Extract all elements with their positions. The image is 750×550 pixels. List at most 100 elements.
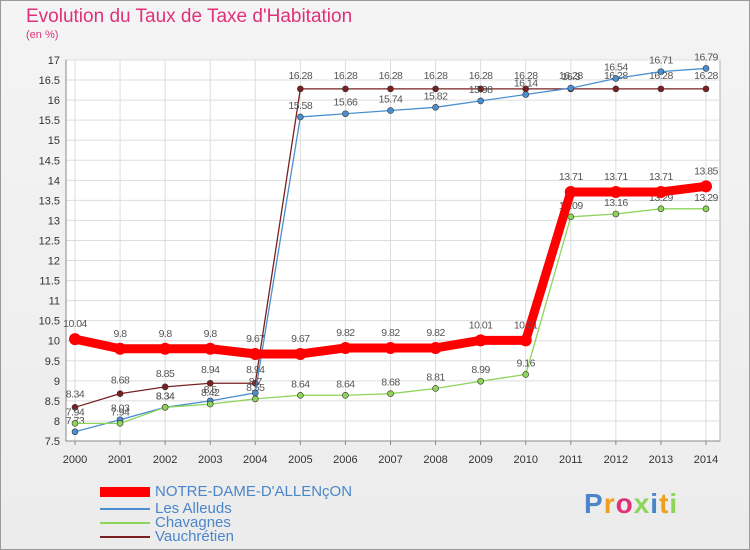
data-point: [432, 104, 439, 111]
data-point: [477, 97, 484, 105]
x-tick-label: 2003: [198, 454, 222, 466]
data-label: 8.7: [249, 376, 263, 388]
data-point: [69, 333, 81, 346]
data-label: 16.14: [514, 77, 538, 89]
y-tick-label: 14: [48, 175, 60, 187]
data-point: [432, 85, 439, 93]
data-label: 16.28: [469, 70, 493, 82]
data-label: 15.98: [469, 84, 493, 96]
data-point: [609, 185, 622, 198]
data-label: 8.94: [201, 364, 220, 376]
data-label: 8.64: [336, 378, 355, 390]
data-point: [116, 420, 124, 427]
data-label: 9.8: [204, 328, 218, 340]
data-point: [657, 85, 665, 93]
data-point: [612, 85, 620, 93]
data-label: 15.74: [379, 94, 403, 106]
y-tick-label: 15.5: [39, 115, 60, 127]
legend-label: Les Alleuds: [155, 500, 232, 517]
data-point: [702, 65, 710, 72]
data-point: [657, 68, 665, 75]
data-label: 9.8: [114, 328, 128, 340]
legend-swatch: [100, 487, 150, 497]
data-point: [567, 213, 575, 221]
logo-letter: i: [650, 488, 660, 519]
data-point: [477, 377, 484, 385]
data-label: 8.5: [204, 384, 218, 396]
data-label: 13.71: [604, 171, 628, 183]
data-label: 13.29: [694, 192, 718, 204]
x-tick-label: 2012: [604, 454, 628, 466]
data-label: 16.79: [694, 51, 718, 63]
legend-swatch: [100, 508, 150, 510]
data-point: [657, 205, 665, 213]
data-point: [297, 85, 304, 93]
data-point: [342, 391, 349, 399]
data-point: [297, 391, 304, 399]
data-label: 8.68: [381, 377, 400, 389]
data-label: 7.94: [111, 406, 130, 418]
plot-area: [65, 59, 721, 442]
x-tick-label: 2009: [468, 454, 492, 466]
data-point: [342, 110, 349, 118]
legend-label: Chavagnes: [155, 514, 231, 531]
y-tick-label: 16.5: [39, 75, 60, 87]
data-label: 16.28: [334, 70, 358, 82]
chart-title: Evolution du Taux de Taxe d'Habitation: [26, 6, 353, 27]
data-label: 16.71: [649, 55, 673, 67]
data-point: [387, 107, 394, 114]
data-point: [206, 379, 214, 387]
legend-item-notre-dame: NOTRE-DAME-D'ALLENçON: [100, 484, 420, 502]
legend-item-les-alleuds: Les Alleuds: [100, 501, 420, 519]
logo-letter: P: [584, 488, 604, 519]
data-label: 16.28: [514, 70, 538, 82]
legend-swatch: [100, 536, 150, 538]
y-tick-label: 10: [48, 336, 60, 348]
legend-item-chavagnes: Chavagnes: [100, 515, 420, 533]
data-label: 8.64: [291, 378, 310, 390]
data-label: 8.42: [201, 387, 220, 399]
data-point: [567, 84, 575, 92]
data-point: [114, 342, 127, 355]
data-label: 16.28: [559, 70, 583, 82]
x-tick-label: 2005: [288, 454, 312, 466]
data-point: [474, 334, 487, 347]
data-label: 13.85: [694, 165, 718, 177]
legend-label: NOTRE-DAME-D'ALLENçON: [155, 483, 353, 500]
data-point: [204, 342, 217, 355]
data-point: [612, 210, 620, 218]
data-point: [522, 371, 530, 378]
data-label: 9.16: [516, 357, 535, 369]
logo-letter: o: [615, 488, 634, 519]
data-point: [71, 428, 79, 436]
y-tick-label: 8: [54, 416, 60, 428]
data-point: [612, 75, 620, 82]
y-tick-label: 12.5: [39, 235, 60, 247]
data-label: 9.82: [336, 327, 355, 339]
data-label: 9.82: [426, 327, 445, 339]
data-label: 16.3: [562, 71, 581, 83]
y-tick-label: 16: [48, 95, 60, 107]
data-label: 13.71: [559, 171, 583, 183]
data-point: [519, 334, 532, 347]
data-point: [249, 347, 262, 360]
y-tick-label: 11: [49, 296, 60, 308]
data-label: 8.94: [246, 364, 265, 376]
data-label: 16.28: [288, 70, 312, 82]
data-point: [432, 385, 439, 392]
x-tick-label: 2013: [649, 454, 673, 466]
data-label: 15.66: [334, 97, 358, 109]
data-label: 9.8: [159, 328, 173, 340]
data-label: 13.16: [604, 197, 628, 209]
data-label: 16.28: [424, 70, 448, 82]
data-label: 8.68: [111, 375, 130, 387]
data-point: [564, 185, 577, 198]
data-label: 9.67: [246, 333, 265, 345]
legend-item-vauchretien: Vauchrétien: [100, 529, 420, 547]
y-tick-label: 13: [48, 215, 60, 227]
x-tick-label: 2011: [559, 454, 583, 466]
data-label: 10.01: [469, 319, 493, 331]
logo-letter: x: [633, 488, 651, 519]
data-label: 15.82: [424, 90, 448, 102]
